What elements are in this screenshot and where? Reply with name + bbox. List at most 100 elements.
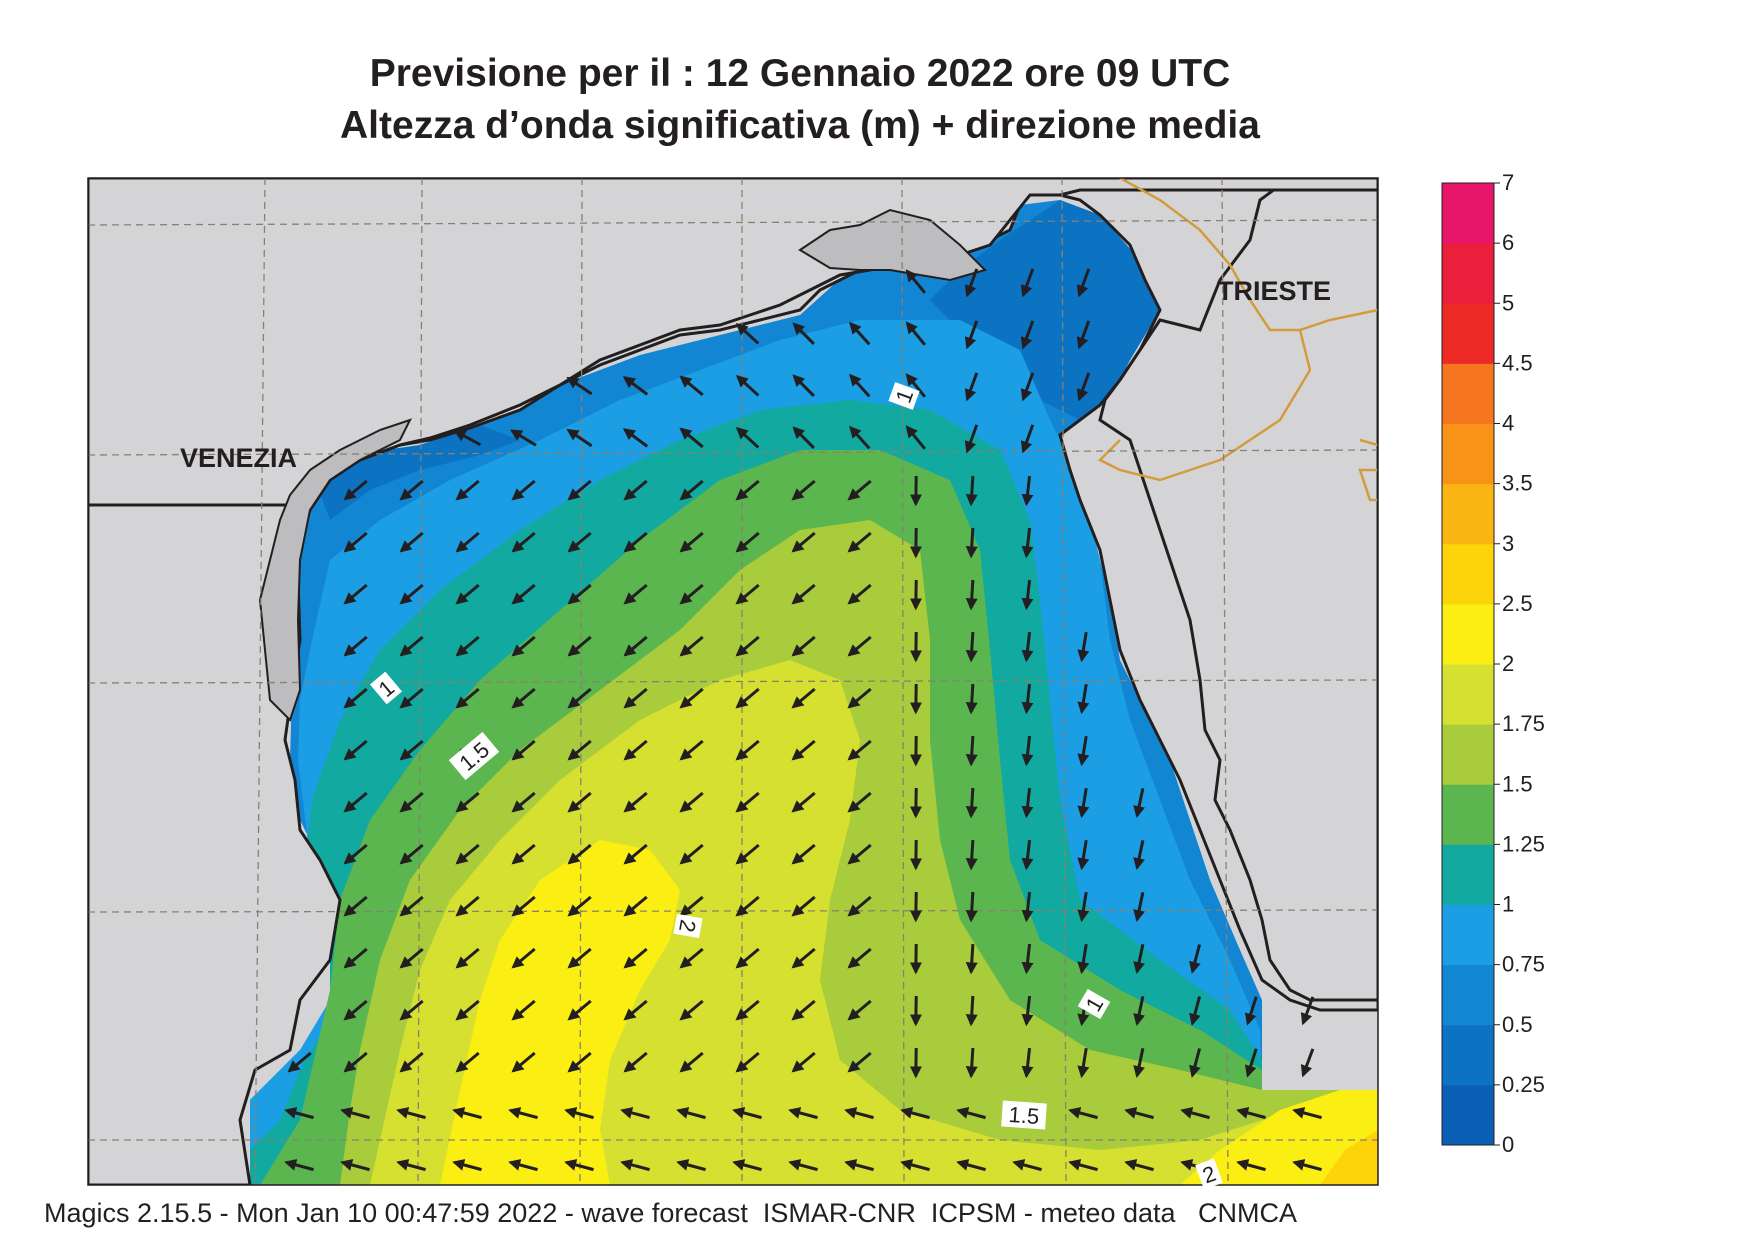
wave-arrow — [735, 687, 760, 709]
wave-arrow — [399, 791, 424, 813]
wave-arrow — [1021, 891, 1034, 923]
wave-arrow — [679, 791, 704, 813]
wave-arrow — [343, 531, 368, 553]
wave-arrow — [623, 999, 648, 1021]
colorbar-swatch — [1442, 1084, 1494, 1146]
contour-2.5-se — [1320, 1130, 1378, 1185]
wave-arrow — [623, 479, 648, 501]
wave-arrow — [623, 687, 648, 709]
istria-land — [1098, 178, 1378, 1002]
colorbar-tick-label: 0.75 — [1502, 952, 1545, 977]
contour-2.0-se — [1180, 1090, 1378, 1185]
wave-arrow — [455, 583, 480, 605]
footer-credits: Magics 2.15.5 - Mon Jan 10 00:47:59 2022… — [44, 1198, 1298, 1228]
wave-arrow — [956, 1107, 986, 1120]
wave-arrow — [1021, 735, 1034, 767]
wave-arrow — [340, 1107, 370, 1120]
wave-arrow — [455, 1051, 480, 1073]
colorbar-swatch — [1442, 483, 1494, 545]
wave-arrow — [791, 1051, 816, 1073]
wave-arrow — [679, 375, 704, 397]
contour-label: 2 — [674, 918, 701, 934]
wave-arrow — [1133, 995, 1145, 1027]
wave-arrow — [1189, 996, 1202, 1026]
wave-arrow — [847, 635, 872, 657]
colorbar-swatch — [1442, 243, 1494, 304]
wave-arrow — [735, 426, 760, 449]
wave-arrow — [679, 947, 704, 969]
wave-arrow — [566, 376, 593, 396]
colorbar-tick-label: 6 — [1502, 230, 1514, 255]
wave-arrow — [847, 895, 872, 917]
wave-arrow — [1236, 1107, 1266, 1120]
wave-arrow — [965, 787, 978, 819]
wave-arrow — [905, 321, 927, 346]
wave-arrow — [564, 1159, 594, 1172]
wave-arrow — [847, 1051, 872, 1073]
wave-arrow — [735, 635, 760, 657]
wave-arrow — [567, 583, 592, 605]
wave-arrow — [1020, 424, 1035, 454]
wave-arrow — [1076, 320, 1091, 350]
wave-arrow — [905, 373, 927, 398]
wave-arrow — [284, 1107, 314, 1120]
wave-arrow — [623, 947, 648, 969]
wave-arrow — [453, 430, 482, 446]
wave-arrow — [735, 791, 760, 813]
colorbar-swatch — [1442, 603, 1494, 665]
wave-arrow — [1300, 996, 1315, 1026]
wave-arrow — [399, 531, 424, 553]
wave-arrow — [791, 999, 816, 1021]
wave-arrow — [1189, 1048, 1202, 1078]
wave-arrow — [735, 1051, 760, 1073]
wave-arrow — [679, 687, 704, 709]
wave-arrow — [679, 635, 704, 657]
wave-arrow — [900, 1159, 930, 1172]
wave-arrow — [623, 531, 648, 553]
wave-arrow — [965, 475, 978, 507]
wave-arrow — [511, 479, 536, 501]
colorbar-tick-label: 1.25 — [1502, 831, 1545, 856]
wave-arrow — [1021, 943, 1034, 975]
wave-arrow — [1133, 1047, 1145, 1079]
wave-arrow — [1292, 1159, 1322, 1172]
wave-arrow — [847, 843, 872, 865]
wave-arrow — [567, 635, 592, 657]
wave-arrow — [844, 1159, 874, 1172]
wave-arrow — [1077, 683, 1090, 715]
wave-arrow — [965, 579, 978, 611]
wave-arrow — [847, 947, 872, 969]
colorbar-swatch — [1442, 423, 1494, 485]
wave-arrow — [788, 1107, 818, 1120]
wave-arrow — [1077, 735, 1090, 767]
wave-arrow — [508, 1159, 538, 1172]
wave-arrow — [509, 429, 537, 447]
wave-arrow — [399, 479, 424, 501]
wave-direction-arrows — [284, 268, 1322, 1172]
wave-arrow — [567, 531, 592, 553]
wave-arrow — [343, 843, 368, 865]
wave-arrow — [1124, 1107, 1154, 1120]
wave-arrow — [567, 895, 592, 917]
wave-arrow — [1133, 891, 1145, 923]
wave-arrow — [791, 791, 816, 813]
wave-arrow — [567, 479, 592, 501]
wave-arrow — [735, 322, 760, 345]
wave-arrow — [1133, 839, 1145, 871]
wave-arrow — [792, 374, 815, 397]
wave-arrow — [455, 635, 480, 657]
colorbar-tick-label: 7 — [1502, 170, 1514, 195]
wave-arrow — [1020, 372, 1035, 402]
wave-arrow — [511, 791, 536, 813]
wave-arrow — [1021, 579, 1034, 611]
border-line — [1097, 178, 1378, 502]
wave-arrow — [965, 995, 978, 1027]
wave-arrow — [1180, 1107, 1210, 1120]
wave-arrow — [623, 895, 648, 917]
wave-arrow — [735, 583, 760, 605]
wave-arrow — [452, 1159, 482, 1172]
colorbar-swatch — [1442, 664, 1494, 725]
wave-arrow — [511, 1051, 536, 1073]
wave-arrow — [343, 583, 368, 605]
